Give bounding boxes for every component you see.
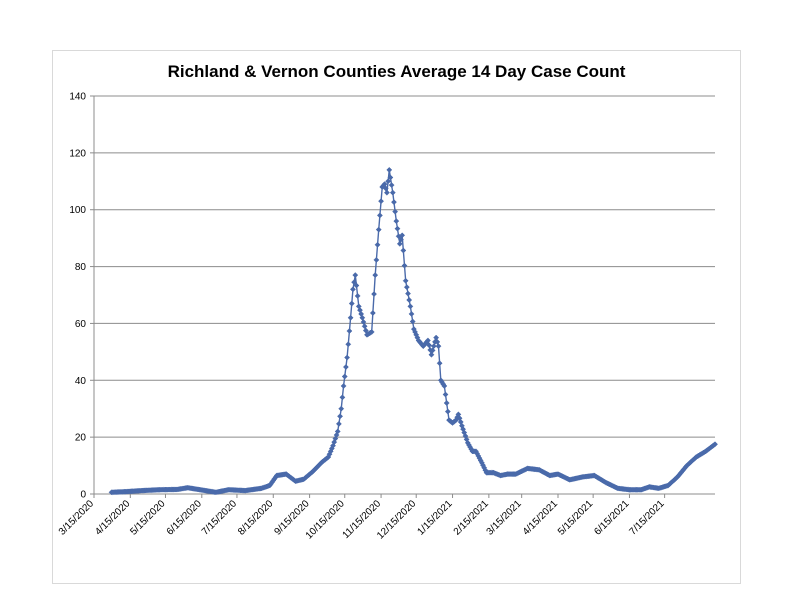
- data-point: [394, 225, 401, 232]
- data-point: [353, 282, 360, 289]
- data-point: [396, 240, 403, 247]
- data-point: [408, 310, 415, 317]
- x-tick-label: 1/15/2021: [415, 498, 455, 538]
- chart-area: [52, 50, 741, 584]
- data-point: [346, 328, 353, 334]
- data-point: [385, 178, 392, 185]
- data-point: [402, 277, 409, 284]
- data-point: [337, 413, 344, 420]
- x-tick-label: 4/15/2020: [93, 498, 133, 538]
- y-tick-label: 40: [75, 376, 87, 387]
- data-point: [424, 337, 431, 344]
- data-point: [403, 284, 410, 291]
- data-point: [348, 300, 355, 307]
- data-point: [339, 394, 346, 401]
- data-point: [433, 334, 440, 341]
- data-point: [387, 174, 394, 181]
- data-point: [344, 354, 351, 361]
- data-point: [368, 329, 375, 335]
- y-tick-label: 60: [75, 319, 87, 330]
- x-tick-label: 7/15/2021: [627, 498, 667, 538]
- data-point: [374, 241, 381, 248]
- y-tick-label: 0: [80, 490, 86, 501]
- data-point: [444, 408, 451, 415]
- x-tick-label: 8/15/2020: [236, 498, 276, 538]
- data-point: [375, 226, 382, 233]
- data-point: [407, 303, 414, 310]
- data-point: [442, 391, 449, 398]
- data-point: [372, 272, 379, 279]
- axes: [90, 95, 715, 498]
- data-point: [401, 262, 408, 269]
- data-point: [342, 364, 349, 370]
- data-point: [369, 310, 376, 316]
- data-point: [436, 360, 443, 367]
- data-point: [373, 256, 380, 263]
- data-point: [441, 383, 448, 389]
- x-tick-label: 3/15/2020: [57, 498, 97, 538]
- x-tick-labels: 3/15/20204/15/20205/15/20206/15/20207/15…: [57, 498, 667, 541]
- chart-title: Richland & Vernon Counties Average 14 Da…: [167, 62, 626, 81]
- y-tick-label: 120: [69, 148, 86, 159]
- data-point: [399, 232, 406, 239]
- x-tick-label: 3/15/2021: [485, 498, 525, 538]
- data-point: [352, 272, 359, 279]
- y-tick-label: 20: [75, 433, 87, 444]
- x-tick-label: 6/15/2020: [165, 498, 205, 538]
- data-point: [383, 189, 390, 196]
- data-point: [398, 236, 404, 243]
- data-point: [391, 199, 397, 206]
- y-tick-label: 100: [69, 205, 86, 216]
- x-tick-label: 4/15/2021: [521, 498, 561, 538]
- data-point: [430, 343, 437, 350]
- data-point: [341, 373, 348, 380]
- data-point: [388, 182, 395, 189]
- data-point: [443, 400, 450, 406]
- data-point: [335, 420, 342, 427]
- data-point: [712, 441, 718, 448]
- data-point: [406, 297, 413, 303]
- data-point: [340, 383, 347, 389]
- data-point: [435, 343, 442, 350]
- data-point: [426, 342, 433, 349]
- x-tick-label: 7/15/2020: [200, 498, 240, 538]
- data-point: [386, 166, 393, 173]
- data-point: [378, 198, 385, 205]
- data-point: [361, 323, 368, 330]
- x-tick-label: 12/15/2020: [375, 498, 418, 541]
- data-point: [338, 405, 345, 412]
- x-tick-label: 5/15/2020: [128, 498, 168, 538]
- data-point: [409, 318, 416, 325]
- data-point: [347, 314, 354, 321]
- data-point: [354, 292, 361, 299]
- y-tick-label: 80: [75, 262, 87, 273]
- data-point: [349, 286, 356, 293]
- x-tick-label: 6/15/2021: [592, 498, 632, 538]
- x-tick-label: 5/15/2021: [556, 498, 596, 538]
- data-point: [389, 189, 396, 196]
- y-tick-label: 140: [69, 92, 86, 103]
- data-point: [429, 347, 436, 354]
- data-point: [351, 279, 358, 286]
- data-point: [428, 351, 435, 358]
- data-point: [376, 212, 383, 219]
- data-point: [405, 290, 411, 297]
- data-point: [345, 341, 352, 348]
- data-point: [393, 218, 400, 225]
- data-point: [400, 247, 407, 254]
- x-tick-label: 10/15/2020: [304, 498, 347, 541]
- data-point: [392, 208, 399, 215]
- gridlines: [94, 95, 715, 438]
- y-tick-labels: 0 20 40 60 80 100 120 140: [69, 92, 86, 501]
- data-point: [334, 428, 341, 435]
- series-case-count: [108, 166, 718, 496]
- data-point: [371, 291, 377, 298]
